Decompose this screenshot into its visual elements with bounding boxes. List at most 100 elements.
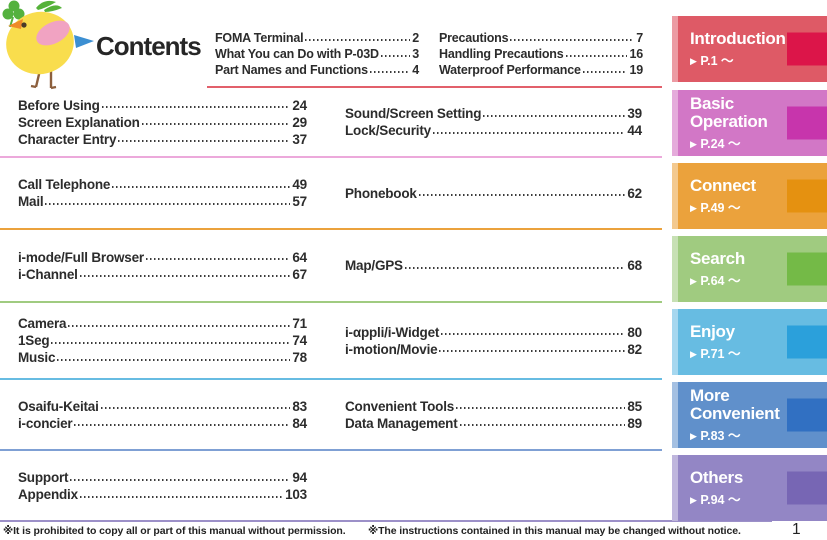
section-divider [0, 156, 662, 158]
tab-label: Basic [690, 93, 734, 113]
toc-item: Character Entry 37 [18, 131, 307, 148]
tab-text: Introduction ▶ P.1 ～ [672, 28, 786, 69]
dotted-leader-icon [565, 55, 628, 57]
tab-text: Connect ▶ P.49 ～ [672, 175, 756, 216]
toc-item-page: 29 [292, 114, 307, 130]
toc-item-label: Part Names and Functions [215, 63, 368, 77]
section-divider [0, 301, 662, 303]
toc-section-others: Support 94 Appendix 103 [18, 451, 642, 521]
dotted-leader-icon [118, 140, 291, 142]
toc-item-page: 64 [292, 249, 307, 265]
toc-column-left: Support 94 Appendix 103 [18, 451, 307, 521]
dotted-leader-icon [456, 407, 626, 409]
toc-item-label: i-Channel [18, 266, 78, 282]
toc-column-left: Call Telephone 49 Mail 57 [18, 158, 307, 228]
toc-item-page: 4 [412, 63, 419, 77]
toc-item: What You can Do with P-03D 3 [215, 46, 419, 62]
toc-item-page: 78 [292, 350, 307, 365]
chapter-tab-introduction: Introduction ▶ P.1 ～ [672, 16, 827, 82]
dotted-leader-icon [79, 275, 291, 277]
toc-item: Precautions 7 [439, 30, 643, 46]
tab-label: Enjoy [690, 321, 735, 341]
triangle-right-icon: ▶ [690, 348, 697, 359]
toc-item: Lock/Security 44 [345, 122, 642, 139]
toc-item: Call Telephone 49 [18, 176, 307, 193]
toc-section-basic-operation: Before Using 24 Screen Explanation 29 Charac… [18, 88, 642, 156]
dotted-leader-icon [439, 350, 626, 352]
tab-text: Basic Operation ▶ P.24 ～ [672, 93, 768, 152]
dotted-leader-icon [459, 424, 626, 426]
tilde-glyph: ～ [727, 136, 741, 151]
toc-item: Music 78 [18, 349, 307, 366]
toc-item-page: 94 [292, 470, 307, 485]
toc-column-left: i-mode/Full Browser 64 i-Channel 67 [18, 230, 307, 301]
bird-mascot-logo [2, 0, 94, 90]
tab-label: Introduction [690, 28, 786, 48]
tilde-glyph: ～ [727, 200, 741, 215]
dotted-leader-icon [68, 324, 291, 327]
tab-color-square [787, 106, 827, 140]
dotted-leader-icon [70, 478, 291, 481]
leaf-sprigs-icon [36, 0, 62, 12]
dotted-leader-icon [380, 55, 411, 57]
section-divider [0, 449, 662, 451]
toc-item-page: 16 [629, 47, 643, 61]
dotted-leader-icon [441, 333, 626, 335]
toc-item-label: Before Using [18, 97, 100, 113]
clover-icon [2, 0, 25, 28]
chapter-tab-connect: Connect ▶ P.49 ～ [672, 163, 827, 229]
toc-item: FOMA Terminal 2 [215, 30, 419, 46]
dotted-leader-icon [101, 106, 291, 108]
tab-page-number: P.64 [696, 273, 728, 288]
toc-item: Part Names and Functions 4 [215, 62, 419, 78]
dotted-leader-icon [305, 39, 411, 41]
tab-page-number: P.94 [696, 492, 728, 507]
toc-column-right [345, 451, 642, 521]
toc-item-label: Mail [18, 194, 44, 209]
toc-item-page: 80 [627, 324, 642, 340]
triangle-right-icon: ▶ [690, 275, 697, 286]
dotted-leader-icon [582, 71, 628, 73]
toc-item-label: Map/GPS [345, 258, 403, 273]
section-divider [0, 228, 662, 230]
tab-label: Search [690, 248, 745, 268]
footer-change-note: ※The instructions contained in this manu… [368, 525, 741, 537]
chapter-tab-enjoy: Enjoy ▶ P.71 ～ [672, 309, 827, 375]
tilde-glyph: ～ [727, 428, 741, 443]
toc-column-left: Camera 71 1Seg 74 Music 78 [18, 303, 307, 378]
toc-item: Convenient Tools 85 [345, 398, 642, 415]
dotted-leader-icon [432, 131, 626, 134]
tab-page-number: P.71 [696, 346, 728, 361]
toc-item-page: 89 [627, 415, 642, 431]
dotted-leader-icon [145, 258, 291, 260]
tilde-glyph: ～ [727, 346, 741, 361]
tab-color-square [787, 398, 827, 432]
toc-column-right: Map/GPS 68 [345, 230, 642, 301]
tab-page-ref: ▶ P.71 ～ [690, 343, 741, 362]
toc-item-page: 2 [412, 31, 419, 45]
tab-edge-stripe [672, 236, 678, 302]
toc-section-connect: Call Telephone 49 Mail 57 Phonebook 62 [18, 158, 642, 228]
toc-item-page: 82 [627, 341, 642, 357]
toc-item-label: Appendix [18, 487, 78, 502]
dotted-leader-icon [418, 194, 626, 196]
toc-item-label: Camera [18, 316, 67, 331]
bird-eye [21, 22, 27, 28]
toc-item-page: 44 [627, 123, 642, 138]
tab-edge-stripe [672, 455, 678, 521]
tab-label: Connect [690, 175, 756, 195]
toc-item: Phonebook 62 [345, 185, 642, 202]
toc-item-label: i-motion/Movie [345, 341, 438, 357]
toc-item: Map/GPS 68 [345, 257, 642, 274]
section-divider [0, 520, 772, 522]
dotted-leader-icon [510, 39, 635, 41]
bird-beak-icon [8, 19, 23, 29]
toc-item-label: FOMA Terminal [215, 31, 304, 45]
toc-item-label: Data Management [345, 415, 458, 431]
triangle-right-icon: ▶ [690, 138, 697, 149]
toc-item: Before Using 24 [18, 97, 307, 114]
toc-item-page: 57 [292, 194, 307, 209]
dotted-leader-icon [74, 424, 291, 426]
toc-item: Mail 57 [18, 193, 307, 210]
